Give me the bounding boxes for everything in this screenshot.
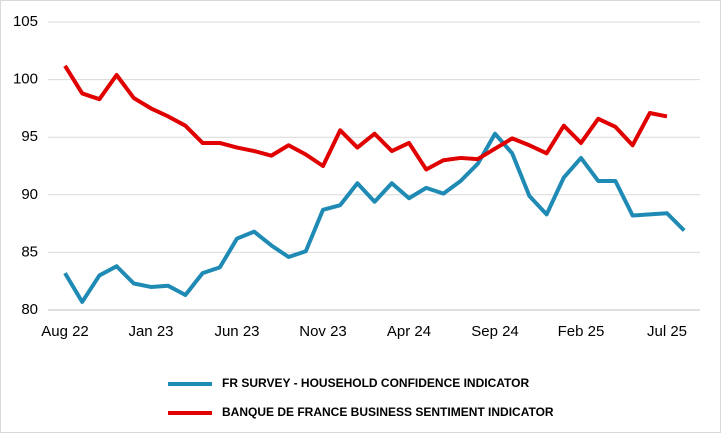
x-tick-label: Jun 23 xyxy=(214,323,259,340)
line-series xyxy=(63,64,668,172)
x-tick-label: Aug 22 xyxy=(41,323,89,340)
x-tick-label: Apr 24 xyxy=(387,323,431,340)
x-tick-label: Jan 23 xyxy=(128,323,173,340)
y-tick-label: 100 xyxy=(13,71,38,88)
x-tick-label: Nov 23 xyxy=(299,323,347,340)
y-tick-label: 80 xyxy=(21,301,38,318)
x-tick-label: Sep 24 xyxy=(471,323,519,340)
x-tick-label: Jul 25 xyxy=(647,323,687,340)
y-tick-label: 105 xyxy=(13,13,38,30)
line-series xyxy=(63,131,686,304)
y-tick-label: 90 xyxy=(21,186,38,203)
x-tick-label: Feb 25 xyxy=(558,323,605,340)
legend-label: FR SURVEY - HOUSEHOLD CONFIDENCE INDICAT… xyxy=(222,376,529,390)
legend-label: BANQUE DE FRANCE BUSINESS SENTIMENT INDI… xyxy=(222,405,554,419)
y-tick-label: 95 xyxy=(21,128,38,145)
y-tick-label: 85 xyxy=(21,243,38,260)
